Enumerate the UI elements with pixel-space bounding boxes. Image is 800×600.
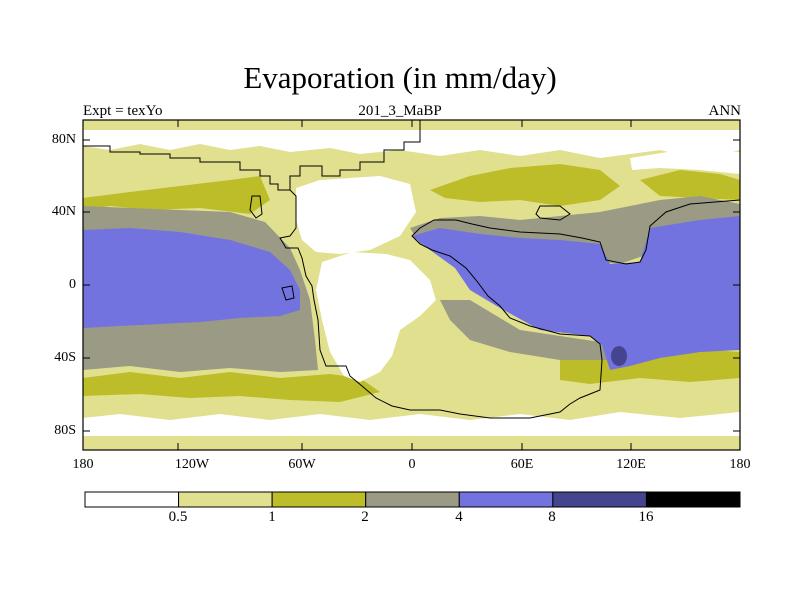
x-tick-label: 60E bbox=[510, 457, 534, 472]
colorbar bbox=[84, 491, 741, 508]
field-white-continent-south bbox=[316, 252, 436, 382]
x-tick-label: 180 bbox=[729, 457, 751, 472]
field-olive-south bbox=[83, 372, 380, 402]
y-tick-label: 80N bbox=[51, 132, 76, 147]
x-tick-label: 120W bbox=[174, 457, 210, 472]
x-tick-label: 60W bbox=[288, 457, 316, 472]
colorbar-box bbox=[178, 491, 273, 508]
coast-small-island-2 bbox=[249, 195, 263, 219]
x-tick-label: 180 bbox=[72, 457, 94, 472]
y-tick-label: 40S bbox=[54, 350, 76, 365]
experiment-label: Expt = texYo bbox=[83, 103, 163, 119]
field-blue-west bbox=[83, 228, 300, 328]
colorbar-label: 2 bbox=[361, 509, 369, 525]
run-label: 201_3_MaBP bbox=[358, 103, 442, 119]
axis-ticks bbox=[82, 120, 741, 450]
coast-west-continent bbox=[83, 120, 421, 191]
field-olive-north bbox=[83, 176, 270, 214]
coastlines bbox=[83, 120, 741, 419]
coast-small-island-3 bbox=[281, 285, 295, 301]
y-tick-label: 80S bbox=[54, 423, 76, 438]
map-field bbox=[83, 120, 740, 450]
colorbar-box bbox=[552, 491, 647, 508]
colorbar-label: 8 bbox=[548, 509, 556, 525]
field-blue-east bbox=[412, 216, 740, 370]
y-tick-label: 40N bbox=[51, 204, 76, 219]
field-gray-east-south bbox=[440, 300, 610, 360]
plot-title: Evaporation (in mm/day) bbox=[243, 60, 557, 95]
colorbar-box bbox=[458, 491, 554, 508]
colorbar-box bbox=[271, 491, 367, 508]
colorbar-label: 16 bbox=[638, 509, 654, 525]
field-olive-north-east-2 bbox=[640, 170, 740, 200]
colorbar-label: 1 bbox=[268, 509, 276, 525]
field-olive-north-east bbox=[430, 164, 620, 206]
x-tick-label: 120E bbox=[616, 457, 646, 472]
field-white-north-east bbox=[630, 150, 740, 174]
field-dark-spot bbox=[611, 346, 627, 366]
field-white-continent-north bbox=[296, 176, 416, 254]
y-tick-label: 0 bbox=[69, 277, 76, 292]
colorbar-label: 0.5 bbox=[168, 509, 188, 525]
x-tick-label: 0 bbox=[408, 457, 416, 472]
x-major-ticks bbox=[82, 120, 741, 450]
coast-small-island-1 bbox=[535, 205, 571, 221]
coast-main-continent bbox=[279, 189, 741, 419]
colorbar-label: 4 bbox=[455, 509, 463, 525]
season-label: ANN bbox=[708, 103, 742, 119]
y-major-ticks bbox=[83, 139, 740, 432]
colorbar-box bbox=[645, 491, 741, 508]
colorbar-box bbox=[365, 491, 460, 508]
colorbar-box bbox=[84, 491, 180, 508]
